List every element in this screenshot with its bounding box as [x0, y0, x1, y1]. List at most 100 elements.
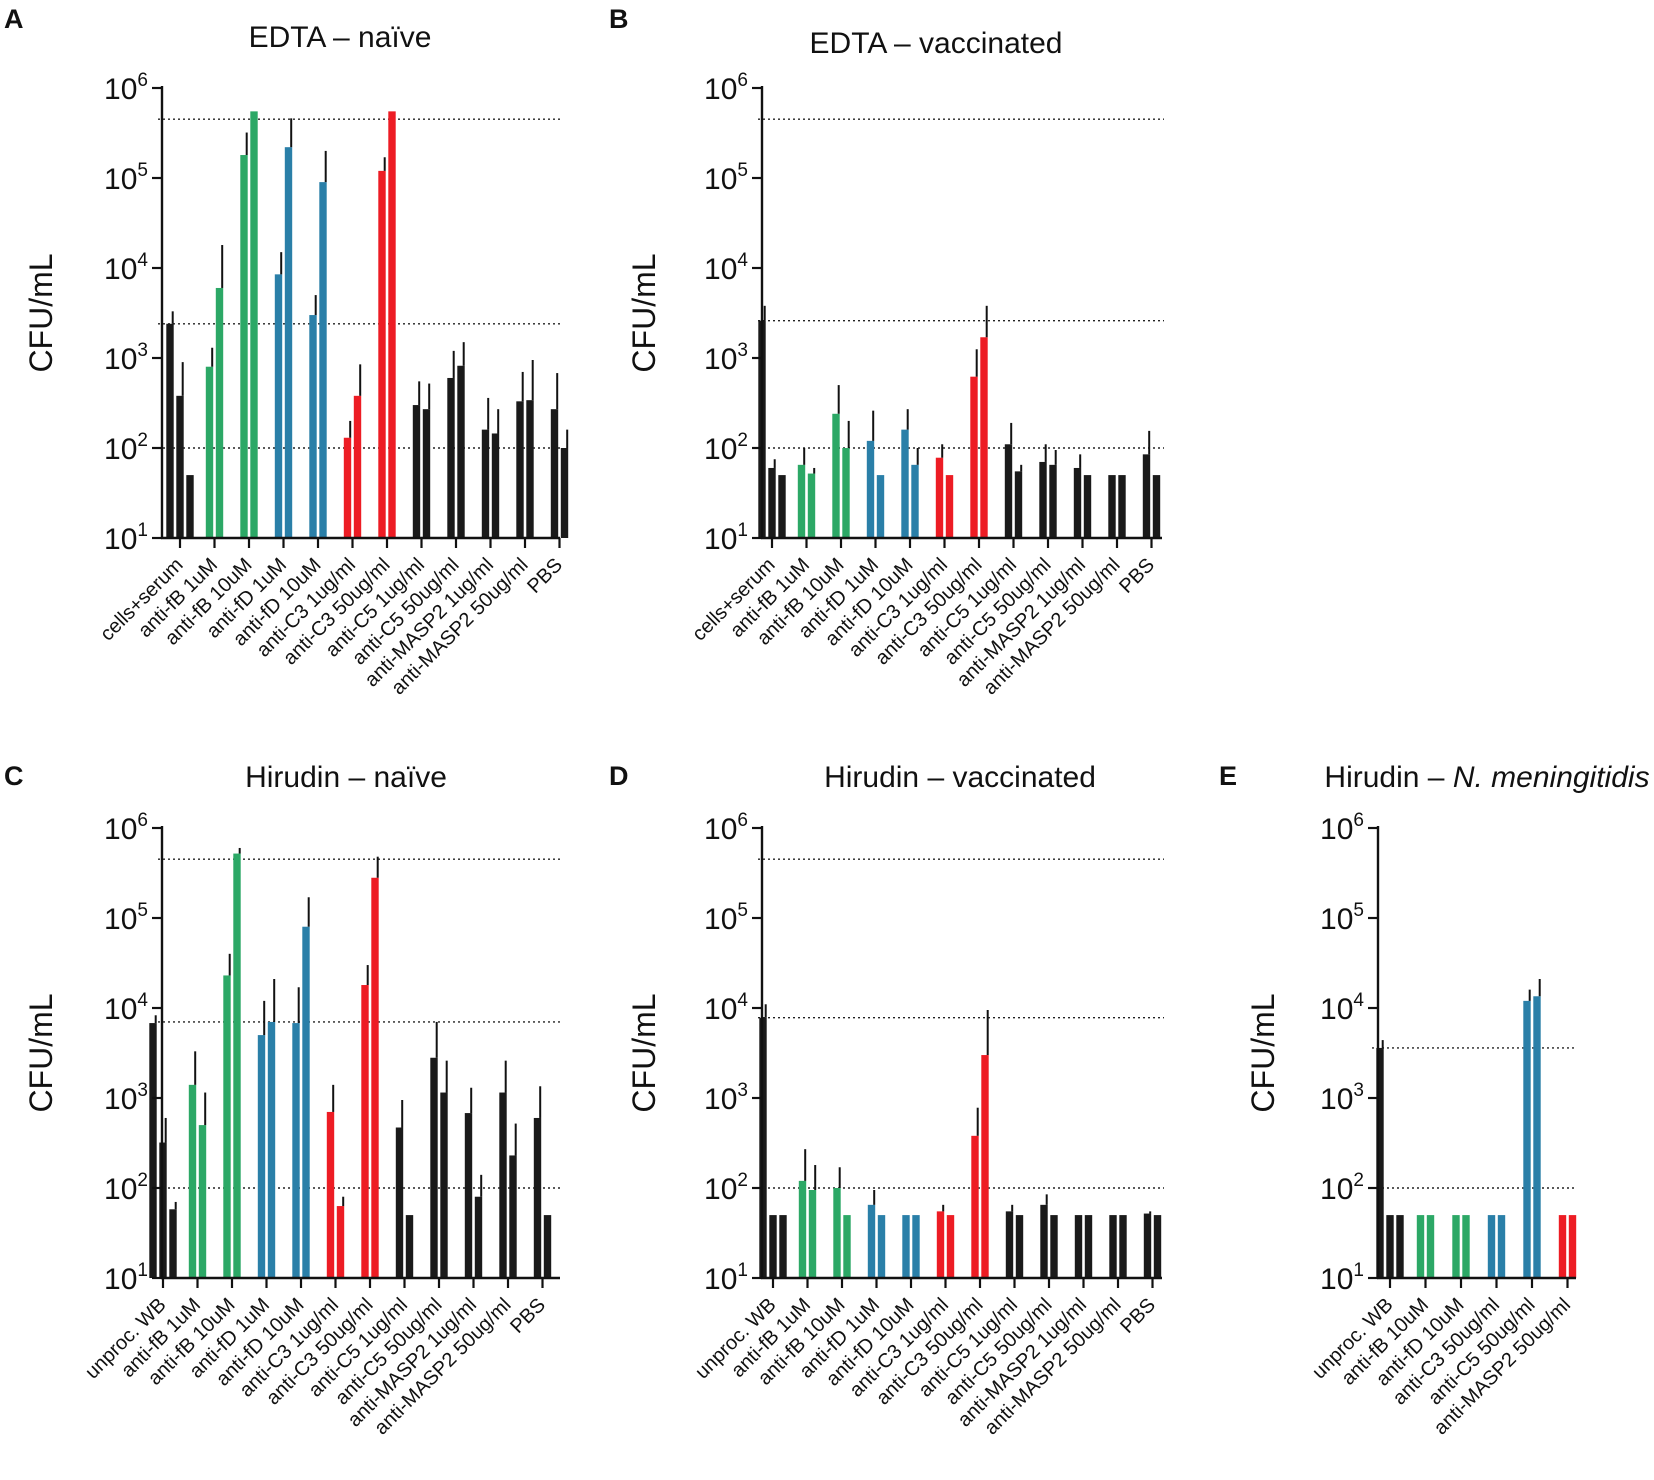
- bar-e-2-0: [1452, 1215, 1460, 1278]
- bar-b-8-1: [1049, 464, 1057, 538]
- chart-title-c: Hirudin – naïve: [245, 761, 447, 794]
- chart-panel-e: E Hirudin – N. meningitidis CFU/mL 101 102 10…: [1219, 761, 1650, 1439]
- bar-b-2-1: [842, 448, 850, 538]
- bar-e-1-0: [1416, 1215, 1425, 1278]
- bar-a-5-1: [353, 395, 362, 538]
- bar-c-0-2: [169, 1209, 177, 1278]
- y-tick-label-b-4: 105: [704, 160, 748, 196]
- bar-b-3-1: [876, 475, 885, 538]
- y-tick-label-a-4: 105: [104, 160, 148, 196]
- bar-a-6-0: [378, 170, 386, 538]
- bar-b-1-1: [807, 473, 816, 538]
- bar-d-7-0: [1005, 1211, 1014, 1278]
- bar-a-10-1: [526, 400, 534, 538]
- bar-c-5-1: [336, 1206, 345, 1278]
- bar-a-9-0: [481, 429, 490, 538]
- bar-d-10-0: [1109, 1215, 1117, 1278]
- bar-b-7-1: [1014, 471, 1023, 538]
- bar-e-0-1: [1386, 1215, 1394, 1278]
- bar-a-0-0: [166, 323, 174, 538]
- y-tick-label-e-2: 103: [1320, 1080, 1364, 1116]
- bar-c-10-1: [509, 1155, 517, 1278]
- bar-a-5-0: [343, 437, 352, 538]
- bar-e-4-1: [1533, 996, 1541, 1278]
- bar-b-10-1: [1118, 475, 1126, 538]
- bar-b-4-0: [901, 429, 909, 538]
- y-tick-label-e-0: 101: [1320, 1260, 1364, 1296]
- bar-b-7-0: [1004, 444, 1013, 538]
- bar-c-4-0: [292, 1023, 300, 1278]
- bar-b-9-1: [1083, 475, 1092, 538]
- chart-panel-c: C Hirudin – naïve CFU/mL 101 102 103 104 105 106…: [4, 761, 562, 1439]
- bar-c-5-0: [326, 1111, 335, 1278]
- y-tick-label-d-1: 102: [704, 1170, 748, 1206]
- y-tick-label-d-3: 104: [704, 990, 748, 1026]
- y-tick-label-a-2: 103: [104, 340, 148, 376]
- x-tick-label-c-11: PBS: [506, 1294, 550, 1338]
- x-tick-label-d-11: PBS: [1116, 1294, 1160, 1338]
- y-tick-label-c-5: 106: [104, 810, 148, 846]
- bar-c-2-1: [233, 853, 241, 1278]
- bar-e-4-0: [1523, 1000, 1531, 1278]
- bar-d-3-1: [877, 1215, 886, 1278]
- y-tick-label-e-3: 104: [1320, 990, 1364, 1026]
- bar-b-9-0: [1073, 467, 1082, 538]
- bar-a-1-1: [215, 287, 224, 538]
- bar-a-11-0: [550, 409, 559, 538]
- bar-b-1-0: [797, 464, 806, 538]
- y-tick-label-a-0: 101: [104, 520, 148, 556]
- y-tick-label-a-3: 104: [104, 250, 148, 286]
- y-tick-label-c-3: 104: [104, 990, 148, 1026]
- bar-e-5-0: [1558, 1215, 1567, 1278]
- panel-letter-b: B: [609, 4, 629, 34]
- bar-d-5-1: [946, 1215, 955, 1278]
- bar-a-0-1: [176, 395, 184, 538]
- bar-c-6-0: [361, 985, 369, 1278]
- bar-c-1-1: [198, 1125, 207, 1278]
- bar-a-10-0: [516, 401, 524, 538]
- bar-e-2-1: [1462, 1215, 1470, 1278]
- bar-d-5-0: [936, 1211, 945, 1278]
- y-tick-label-e-5: 106: [1320, 810, 1364, 846]
- y-tick-label-b-5: 106: [704, 70, 748, 106]
- bar-b-10-0: [1108, 475, 1116, 538]
- chart-panel-b: B EDTA – vaccinated CFU/mL 101 102 103 104 105 1…: [609, 4, 1164, 699]
- y-tick-label-a-5: 106: [104, 70, 148, 106]
- bar-b-5-1: [945, 475, 954, 538]
- bar-a-2-0: [240, 155, 248, 539]
- bar-c-9-0: [464, 1113, 473, 1278]
- bar-b-0-2: [778, 475, 786, 538]
- bar-b-4-1: [911, 464, 919, 538]
- bar-a-8-0: [447, 377, 455, 538]
- y-tick-label-d-0: 101: [704, 1260, 748, 1296]
- bar-b-5-0: [935, 457, 944, 538]
- y-tick-label-a-1: 102: [104, 430, 148, 466]
- bar-a-4-1: [319, 182, 327, 539]
- bar-b-11-1: [1152, 475, 1161, 538]
- bar-d-0-2: [779, 1215, 787, 1278]
- bar-d-4-0: [902, 1215, 910, 1278]
- bar-c-7-1: [405, 1215, 414, 1278]
- bar-c-3-0: [257, 1035, 266, 1278]
- bar-a-7-0: [412, 405, 421, 538]
- y-axis-label-b: CFU/mL: [626, 253, 662, 372]
- bar-e-0-0: [1376, 1047, 1384, 1278]
- y-axis-label-d: CFU/mL: [626, 993, 662, 1112]
- bar-e-1-1: [1426, 1215, 1435, 1278]
- bar-a-0-2: [186, 475, 194, 538]
- bar-e-3-0: [1487, 1215, 1496, 1278]
- bar-a-7-1: [422, 409, 431, 538]
- bar-d-7-1: [1015, 1215, 1024, 1278]
- y-axis-label-c: CFU/mL: [23, 993, 59, 1112]
- bar-a-3-0: [274, 274, 283, 538]
- y-tick-label-b-0: 101: [704, 520, 748, 556]
- bar-c-9-1: [474, 1196, 483, 1278]
- y-tick-label-e-4: 105: [1320, 900, 1364, 936]
- bar-d-4-1: [912, 1215, 920, 1278]
- panel-letter-d: D: [609, 761, 629, 791]
- panel-letter-e: E: [1219, 761, 1237, 791]
- bar-d-11-0: [1143, 1213, 1152, 1278]
- bar-a-8-1: [457, 365, 465, 538]
- bar-c-8-1: [440, 1092, 448, 1278]
- bar-c-6-1: [371, 877, 379, 1278]
